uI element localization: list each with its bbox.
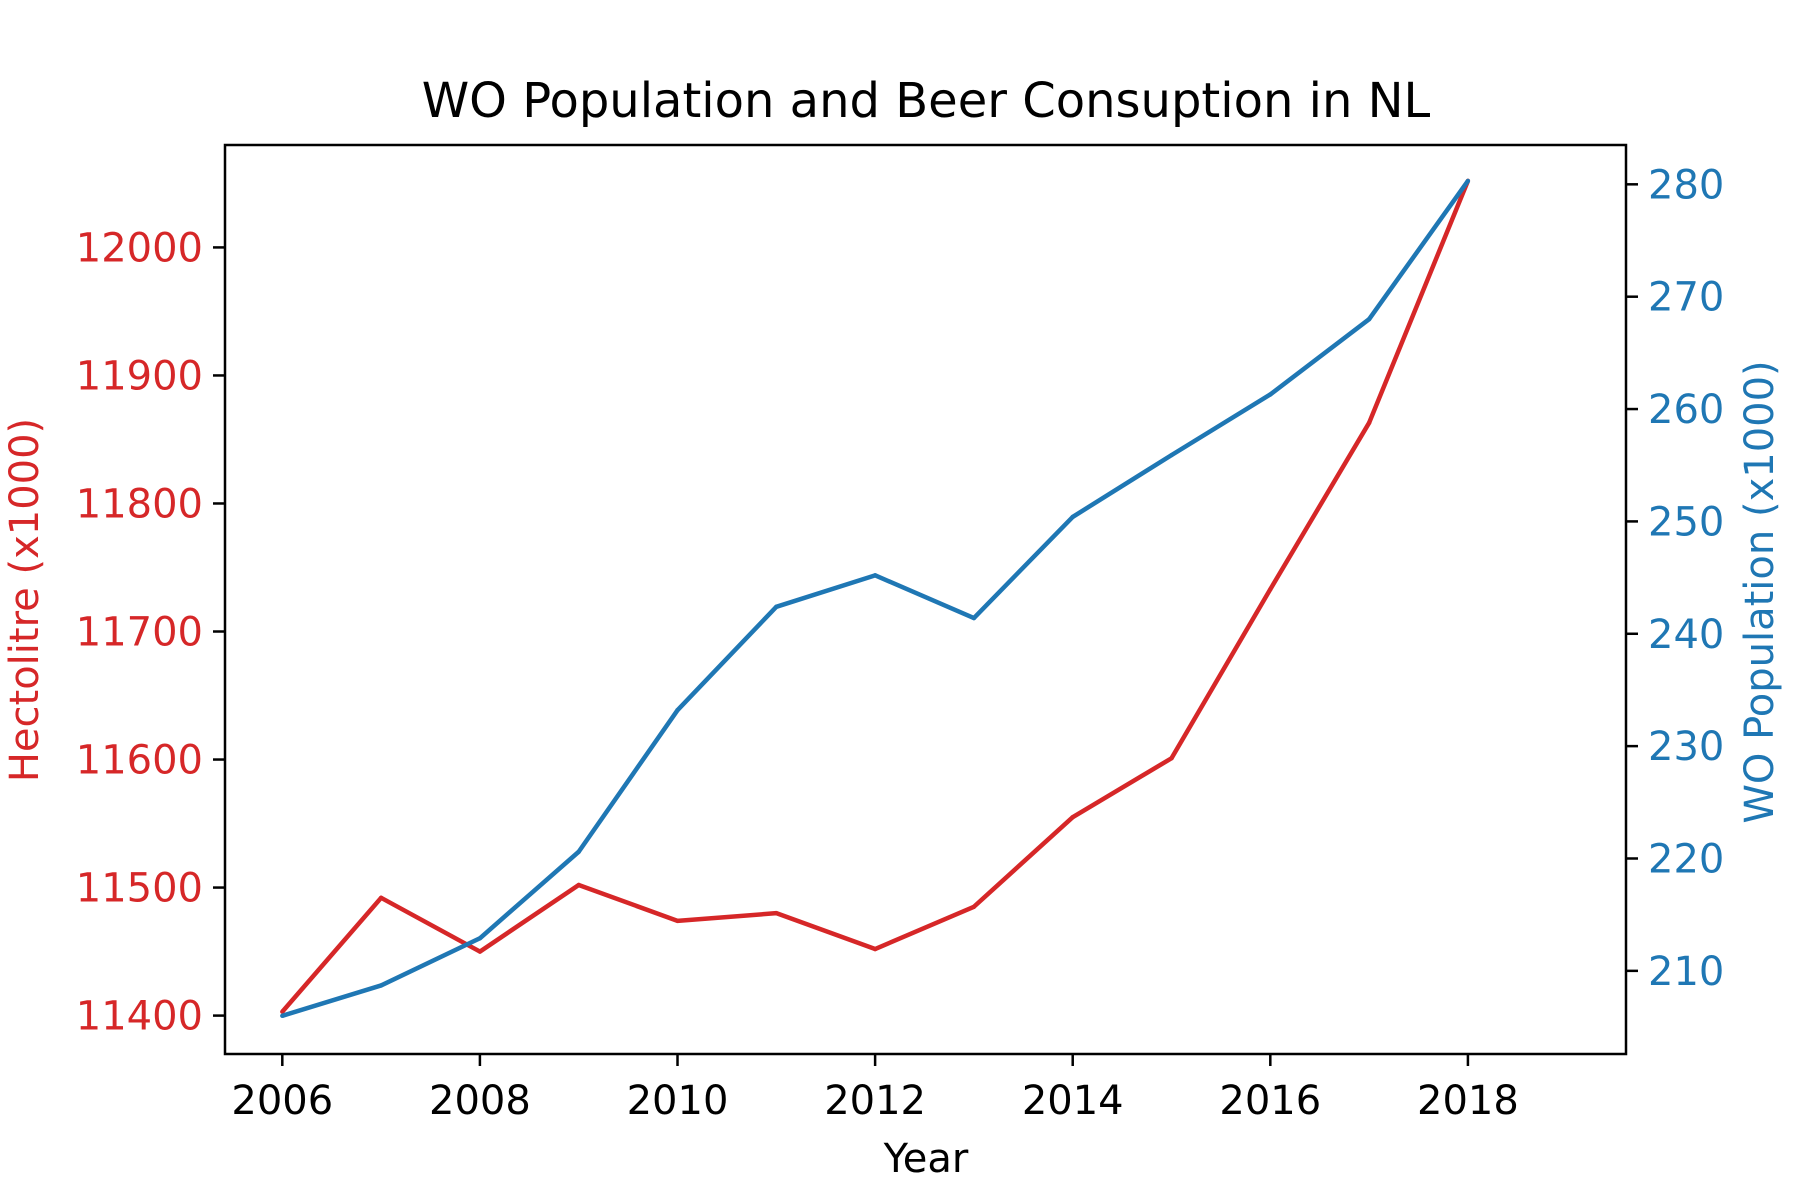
x-tick-label: 2018 <box>1417 1078 1519 1124</box>
right-y-tick-label: 240 <box>1648 612 1724 658</box>
population-point-2009 <box>576 849 581 854</box>
x-tick-label: 2006 <box>231 1078 333 1124</box>
right-y-tick-label: 210 <box>1648 949 1724 995</box>
left-y-tick-label: 11700 <box>76 610 203 656</box>
population-point-2006 <box>280 1013 285 1018</box>
population-point-2016 <box>1268 392 1273 397</box>
right-y-tick-label: 250 <box>1648 499 1724 545</box>
beer-point-2008 <box>477 949 483 954</box>
beer-point-2006 <box>280 1009 285 1014</box>
right-y-tick-label: 220 <box>1648 836 1724 882</box>
population-point-2011 <box>774 604 779 609</box>
population-point-2013 <box>971 615 977 621</box>
right-y-axis-title: WO Population (x1000) <box>1737 360 1783 823</box>
x-axis-title: Year <box>883 1136 969 1182</box>
population-point-2012 <box>872 573 878 578</box>
population-point-2014 <box>1070 514 1075 520</box>
left-y-tick-label: 11400 <box>76 994 203 1040</box>
left-y-tick-label: 11900 <box>76 353 203 399</box>
population-point-2010 <box>675 707 680 713</box>
population-point-2008 <box>477 936 483 941</box>
right-y-tick-label: 260 <box>1648 387 1724 433</box>
beer-point-2011 <box>774 910 779 916</box>
left-y-tick-label: 11600 <box>76 738 203 784</box>
beer-point-2012 <box>872 946 878 952</box>
population-point-2015 <box>1169 452 1174 458</box>
x-tick-label: 2010 <box>627 1078 729 1124</box>
beer-point-2015 <box>1169 756 1174 761</box>
plot-frame <box>223 143 1628 1056</box>
population-point-2017 <box>1366 316 1372 322</box>
population-point-2018 <box>1465 178 1471 184</box>
beer-point-2009 <box>576 882 581 888</box>
right-y-tick-label: 230 <box>1648 724 1724 770</box>
x-axis: 2006 2008 2010 2012 2014 2016 2018 <box>231 1054 1519 1124</box>
right-y-tick-label: 270 <box>1648 275 1724 321</box>
x-tick-label: 2012 <box>824 1078 926 1124</box>
beer-point-2010 <box>675 918 680 924</box>
x-tick-label: 2016 <box>1219 1078 1321 1124</box>
x-tick-label: 2008 <box>429 1078 531 1124</box>
chart-title: WO Population and Beer Consuption in NL <box>422 73 1431 129</box>
x-tick-label: 2014 <box>1022 1078 1124 1124</box>
beer-point-2016 <box>1268 587 1273 592</box>
left-y-tick-label: 12000 <box>76 225 203 271</box>
right-y-tick-label: 280 <box>1648 162 1724 208</box>
beer-point-2017 <box>1366 420 1372 426</box>
beer-point-2014 <box>1070 814 1075 820</box>
beer-point-2007 <box>378 895 384 901</box>
left-y-axis: 11400 11500 11600 11700 11800 11900 12000 <box>76 225 225 1040</box>
right-y-axis: 210 220 230 240 250 260 270 280 <box>1626 162 1724 995</box>
left-y-tick-label: 11500 <box>76 866 203 912</box>
left-y-tick-label: 11800 <box>76 481 203 527</box>
population-point-2007 <box>378 983 384 988</box>
beer-point-2013 <box>971 904 977 909</box>
series-layer <box>280 178 1471 1018</box>
left-y-axis-title: Hectolitre (x1000) <box>2 418 48 782</box>
